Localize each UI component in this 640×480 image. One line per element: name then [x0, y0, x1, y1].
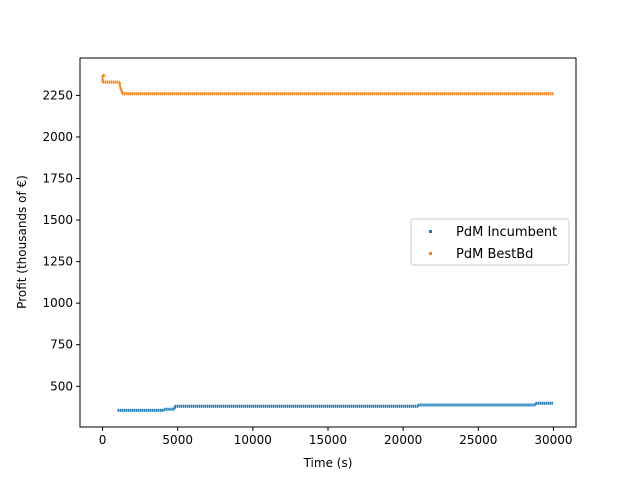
y-tick-label: 500 [50, 379, 73, 393]
x-axis: 0 5000 10000 15000 20000 25000 30000 [99, 427, 573, 447]
legend-marker-incumbent [429, 230, 432, 233]
x-tick-label: 0 [99, 433, 107, 447]
y-axis-label: Profit (thousands of €) [15, 175, 29, 309]
y-axis: 500 750 1000 1250 1500 1750 2000 2250 [42, 88, 80, 393]
x-tick-label: 15000 [309, 433, 347, 447]
legend-marker-bestbd [429, 252, 432, 255]
series-incumbent [117, 401, 554, 412]
x-tick-label: 10000 [234, 433, 272, 447]
series-bestbd [101, 73, 554, 96]
y-tick-label: 1250 [42, 255, 73, 269]
y-tick-label: 750 [50, 338, 73, 352]
x-axis-label: Time (s) [303, 456, 353, 470]
y-tick-label: 1500 [42, 213, 73, 227]
legend-label-incumbent: PdM Incumbent [456, 225, 557, 240]
x-tick-label: 5000 [162, 433, 193, 447]
x-tick-label: 30000 [534, 433, 572, 447]
y-tick-label: 2250 [42, 88, 73, 102]
series-layer [101, 73, 554, 412]
legend-frame [410, 218, 570, 266]
x-tick-label: 25000 [459, 433, 497, 447]
x-tick-label: 20000 [384, 433, 422, 447]
legend: PdM Incumbent PdM BestBd [410, 218, 570, 266]
y-tick-label: 2000 [42, 130, 73, 144]
legend-label-bestbd: PdM BestBd [456, 247, 533, 262]
y-tick-label: 1750 [42, 172, 73, 186]
y-tick-label: 1000 [42, 296, 73, 310]
